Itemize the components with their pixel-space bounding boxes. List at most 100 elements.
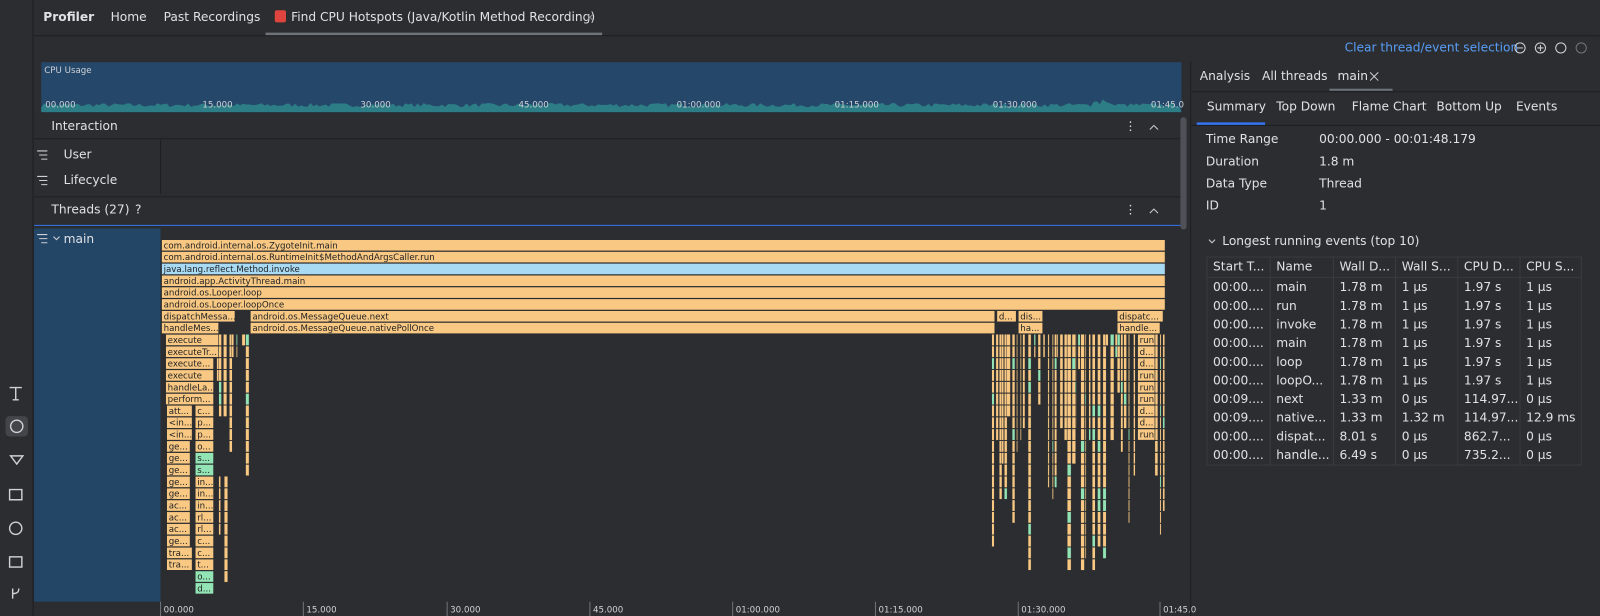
frame[interactable] bbox=[1017, 322, 1044, 335]
frame[interactable] bbox=[1137, 393, 1156, 405]
scrollbar[interactable] bbox=[1180, 117, 1187, 230]
frame[interactable] bbox=[166, 416, 193, 429]
frame[interactable] bbox=[161, 298, 1166, 311]
profiler-icon[interactable] bbox=[9, 419, 24, 434]
column-header[interactable]: Wall D... bbox=[1340, 260, 1391, 274]
panel-tab[interactable]: main bbox=[1337, 69, 1368, 83]
frame[interactable] bbox=[165, 381, 214, 394]
frame[interactable] bbox=[194, 582, 214, 595]
analysis-tab[interactable]: Bottom Up bbox=[1436, 100, 1502, 114]
frame[interactable] bbox=[166, 428, 193, 441]
frame[interactable] bbox=[194, 404, 214, 417]
frame[interactable] bbox=[161, 251, 1166, 264]
frame[interactable] bbox=[249, 322, 996, 335]
frame[interactable] bbox=[249, 310, 996, 323]
frame[interactable] bbox=[194, 523, 214, 536]
tab[interactable]: Home bbox=[111, 10, 147, 24]
expand[interactable] bbox=[1208, 239, 1216, 244]
frame[interactable] bbox=[166, 475, 191, 488]
gem-icon[interactable] bbox=[9, 455, 25, 466]
frame[interactable] bbox=[166, 404, 193, 417]
frame[interactable] bbox=[161, 274, 1166, 287]
column-header[interactable]: Wall S... bbox=[1402, 260, 1451, 274]
expand[interactable] bbox=[53, 236, 60, 241]
frame[interactable] bbox=[161, 310, 236, 323]
reset-zoom[interactable] bbox=[1555, 42, 1567, 54]
close-tab[interactable] bbox=[1369, 72, 1379, 81]
frame[interactable] bbox=[1137, 357, 1156, 370]
terminal-icon[interactable] bbox=[8, 556, 23, 568]
frame[interactable] bbox=[165, 393, 214, 405]
frame[interactable] bbox=[161, 263, 1166, 275]
frame[interactable] bbox=[194, 570, 214, 583]
frame[interactable] bbox=[194, 558, 214, 571]
thread-name[interactable]: main bbox=[64, 232, 95, 246]
close-tab[interactable] bbox=[586, 13, 594, 21]
frame[interactable] bbox=[1116, 310, 1164, 323]
panel-tab[interactable]: All threads bbox=[1262, 69, 1327, 83]
frame[interactable] bbox=[194, 475, 214, 488]
frame[interactable] bbox=[1137, 369, 1156, 382]
git-icon[interactable] bbox=[11, 588, 20, 599]
frame[interactable] bbox=[161, 286, 1166, 299]
frame[interactable] bbox=[161, 239, 1166, 252]
frame[interactable] bbox=[194, 440, 214, 453]
build-icon[interactable] bbox=[9, 386, 22, 401]
zoom-out[interactable] bbox=[1514, 42, 1526, 54]
frame[interactable] bbox=[194, 535, 214, 547]
panel-tab[interactable]: Analysis bbox=[1200, 69, 1250, 83]
frame[interactable] bbox=[194, 464, 214, 476]
more-button[interactable]: ⋮ bbox=[1124, 203, 1136, 217]
zoom-in[interactable] bbox=[1534, 42, 1547, 54]
frame[interactable] bbox=[1017, 310, 1044, 323]
profiler-icon-bg[interactable] bbox=[5, 416, 28, 437]
frame[interactable] bbox=[166, 523, 191, 536]
collapse[interactable] bbox=[1149, 124, 1159, 130]
frame[interactable] bbox=[1137, 381, 1156, 394]
attach[interactable] bbox=[1575, 42, 1587, 54]
frame[interactable] bbox=[165, 357, 214, 370]
analysis-tab[interactable]: Events bbox=[1516, 100, 1557, 114]
frame[interactable] bbox=[166, 499, 191, 512]
tab[interactable]: Find CPU Hotspots (Java/Kotlin Method Re… bbox=[291, 10, 595, 24]
column-header[interactable]: CPU D... bbox=[1464, 260, 1514, 274]
collapse[interactable] bbox=[1149, 208, 1159, 214]
column-header[interactable]: CPU S... bbox=[1526, 260, 1574, 274]
column-header[interactable]: Name bbox=[1276, 260, 1312, 274]
frame[interactable] bbox=[194, 511, 214, 524]
frame[interactable] bbox=[165, 334, 219, 346]
frame[interactable] bbox=[1137, 345, 1156, 358]
frame[interactable] bbox=[166, 511, 191, 524]
frame[interactable] bbox=[194, 428, 214, 441]
frame[interactable] bbox=[166, 535, 191, 547]
frame[interactable] bbox=[161, 322, 219, 335]
frame[interactable] bbox=[165, 369, 214, 382]
cat-icon[interactable] bbox=[8, 488, 23, 501]
tab[interactable]: Past Recordings bbox=[164, 10, 261, 24]
frame[interactable] bbox=[1116, 322, 1161, 335]
frame[interactable] bbox=[166, 558, 193, 571]
clear-selection[interactable]: Clear thread/event selection bbox=[1345, 40, 1519, 54]
frame[interactable] bbox=[166, 464, 191, 476]
frame[interactable] bbox=[1137, 428, 1156, 441]
frame[interactable] bbox=[166, 546, 193, 559]
frame[interactable] bbox=[194, 546, 214, 559]
help[interactable]: ? bbox=[135, 203, 142, 217]
problems-icon[interactable] bbox=[8, 521, 23, 536]
frame[interactable] bbox=[194, 487, 214, 500]
analysis-tab[interactable]: Top Down bbox=[1275, 100, 1335, 114]
frame[interactable] bbox=[194, 416, 214, 429]
frame[interactable] bbox=[1137, 334, 1156, 346]
frame[interactable] bbox=[194, 499, 214, 512]
frame[interactable] bbox=[1137, 416, 1156, 429]
analysis-tab[interactable]: Summary bbox=[1207, 100, 1266, 114]
more-button[interactable]: ⋮ bbox=[1124, 119, 1136, 133]
frame[interactable] bbox=[166, 452, 191, 465]
frame[interactable] bbox=[166, 440, 191, 453]
frame[interactable] bbox=[165, 345, 219, 358]
column-header[interactable]: Start T... bbox=[1213, 260, 1264, 274]
frame[interactable] bbox=[1137, 404, 1156, 417]
frame[interactable] bbox=[996, 310, 1017, 323]
analysis-tab[interactable]: Flame Chart bbox=[1352, 100, 1427, 114]
frame[interactable] bbox=[166, 487, 191, 500]
